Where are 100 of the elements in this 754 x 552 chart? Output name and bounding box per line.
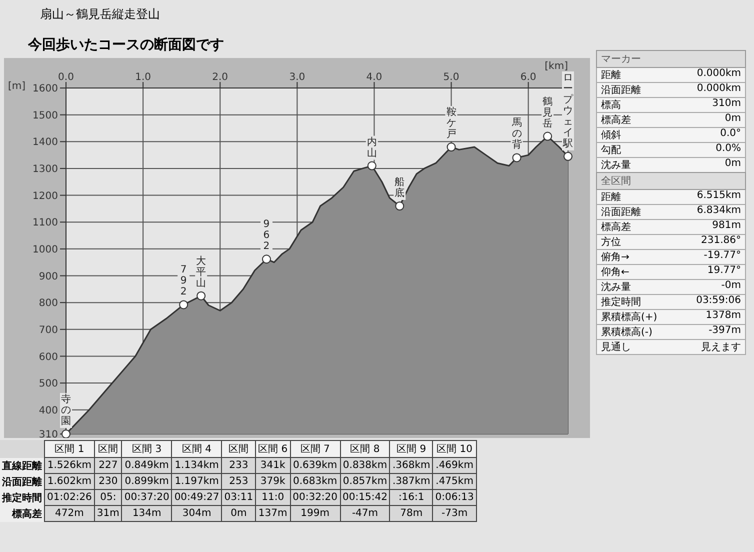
text: -19.77° xyxy=(704,250,741,263)
text: 区間 1 xyxy=(44,440,94,458)
annotation: 寺の園 xyxy=(61,393,71,427)
text: -47m xyxy=(340,506,390,522)
text: 199m xyxy=(290,506,340,522)
text: 沈み量 xyxy=(601,158,631,172)
text: 1.526km xyxy=(44,458,94,474)
chart-subtitle: 今回歩いたコースの断面図です xyxy=(28,36,224,54)
y-tick-label: 400 xyxy=(38,405,58,416)
text: 0.899km xyxy=(122,474,172,490)
text: 区間 9 xyxy=(390,440,433,458)
text: 341k xyxy=(256,458,290,474)
text: 区間 xyxy=(94,440,122,458)
text: 0.857km xyxy=(340,474,390,490)
text: 推定時間 xyxy=(601,296,641,309)
chart-title: 扇山～鶴見岳縦走登山 xyxy=(40,6,160,23)
text: 勾配 xyxy=(601,144,621,157)
annotation: 鞍ケ戸 xyxy=(446,106,456,140)
text: 標高差 xyxy=(601,220,631,234)
text: 379k xyxy=(256,474,290,490)
text: 0.000km xyxy=(696,68,741,81)
text: 推定時間 xyxy=(0,490,44,506)
text: 00:37:20 xyxy=(122,490,172,506)
text: 区間 7 xyxy=(290,440,340,458)
text: 距離 xyxy=(601,191,621,204)
text: 標高差 xyxy=(601,114,631,127)
text: 03:59:06 xyxy=(696,295,741,308)
x-tick-label: 5.0 xyxy=(443,72,460,83)
y-tick-label: 900 xyxy=(38,271,58,282)
text: 19.77° xyxy=(707,265,741,278)
y-tick-label: 1300 xyxy=(32,164,58,176)
x-tick-label: 4.0 xyxy=(366,72,382,83)
text: 6.834km xyxy=(696,205,741,218)
text: 0.849km xyxy=(122,458,172,474)
text: .469km xyxy=(432,458,476,474)
annotation: 792 xyxy=(180,264,187,298)
text: 見えます xyxy=(701,341,741,354)
y-tick-label: 700 xyxy=(38,324,58,336)
annotation: 船底 xyxy=(394,177,405,200)
y-tick-label: 1600 xyxy=(32,84,58,95)
text: 981m xyxy=(712,220,741,233)
text: 137m xyxy=(256,506,290,522)
text: 233 xyxy=(222,458,256,474)
y-tick-label: 1000 xyxy=(32,244,58,256)
text: 01:02:26 xyxy=(44,490,94,506)
text: 見通し xyxy=(601,340,631,354)
text: 沿面距離 xyxy=(601,84,641,97)
y-tick-label: 500 xyxy=(38,378,58,390)
text: 区間 8 xyxy=(340,440,390,458)
text: 0.000km xyxy=(696,83,741,96)
text: 31m xyxy=(94,506,122,522)
text: 0.683km xyxy=(290,474,340,490)
text: 沿面距離 xyxy=(601,206,641,219)
text: 俯角→ xyxy=(601,250,630,264)
y-axis-title: [m] xyxy=(8,81,26,92)
y-tick-label: 1100 xyxy=(32,218,58,229)
text: 沿面距離 xyxy=(0,474,44,490)
text: 直線距離 xyxy=(0,458,44,474)
text: 0:06:13 xyxy=(432,490,476,506)
text: 0.639km xyxy=(290,458,340,474)
text: 00:32:20 xyxy=(290,490,340,506)
text: 区間 3 xyxy=(122,440,172,458)
text: 134m xyxy=(122,506,172,522)
text: 03:11 xyxy=(222,490,256,506)
text: 78m xyxy=(390,506,433,522)
text: 標高差 xyxy=(0,506,44,522)
text: 05: xyxy=(94,490,122,506)
x-tick-label: 2.0 xyxy=(212,72,228,83)
text: 11:0 xyxy=(256,490,290,506)
y-tick-label: 310 xyxy=(38,430,58,441)
x-tick-label: 3.0 xyxy=(289,72,306,83)
text: 区間 10 xyxy=(432,440,476,458)
annotation: 鶴見岳 xyxy=(542,95,553,130)
text: 0m xyxy=(724,113,741,126)
text: .368km xyxy=(390,458,433,474)
text: 304m xyxy=(172,506,222,522)
text: 仰角← xyxy=(601,266,630,279)
x-tick-label: 0.0 xyxy=(58,72,74,83)
text: 方位 xyxy=(601,236,621,249)
x-tick-label: 1.0 xyxy=(135,72,152,83)
y-tick-label: 800 xyxy=(38,298,58,310)
text: 距離 xyxy=(601,69,621,82)
text: マーカー xyxy=(596,50,746,68)
text: .475km xyxy=(432,474,476,490)
annotation: ロープウェイ駅 xyxy=(562,72,574,150)
text: 00:49:27 xyxy=(172,490,222,506)
text: 1.602km xyxy=(44,474,94,490)
text: 6.515km xyxy=(696,190,741,203)
text: 231.86° xyxy=(701,235,741,248)
text: 0.0% xyxy=(716,143,741,156)
text: 0.0° xyxy=(720,128,741,141)
y-tick-label: 600 xyxy=(38,352,58,363)
x-tick-label: 6.0 xyxy=(520,72,536,83)
text: 00:15:42 xyxy=(340,490,390,506)
text: :16:1 xyxy=(390,490,433,506)
text: 253 xyxy=(222,474,256,490)
text: -73m xyxy=(432,506,476,522)
text: 1.197km xyxy=(172,474,222,490)
text: 傾斜 xyxy=(601,128,621,142)
text: 区間 4 xyxy=(172,440,222,458)
